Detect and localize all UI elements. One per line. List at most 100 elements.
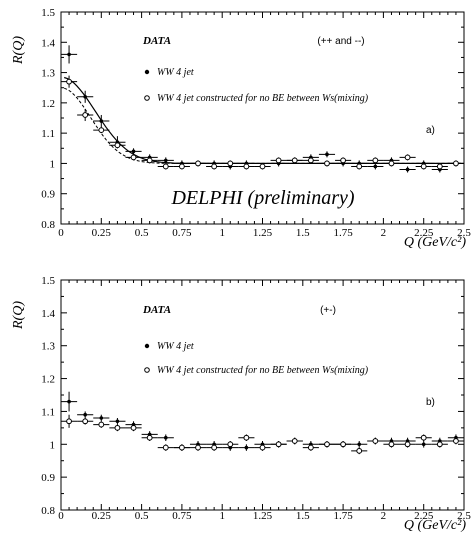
data-point-filled — [163, 158, 168, 163]
data-point-open — [259, 163, 266, 170]
data-point-open — [420, 434, 427, 441]
data-point-open — [324, 441, 330, 448]
legend-series-2: WW 4 jet constructed for no BE between W… — [157, 93, 369, 104]
data-point-open — [114, 424, 121, 431]
data-point-open — [404, 441, 411, 448]
data-point-filled — [99, 416, 104, 420]
data-point-open — [388, 160, 395, 167]
data-point-open — [340, 157, 347, 164]
data-point-open — [404, 154, 411, 161]
data-point-filled — [115, 419, 120, 424]
y-tick-label: 1.1 — [41, 406, 55, 418]
x-tick-label: 0 — [58, 227, 64, 239]
data-point-open — [66, 78, 72, 85]
x-tick-label: 2 — [381, 227, 387, 239]
data-point-open — [179, 444, 185, 451]
y-tick-label: 1.5 — [41, 7, 55, 19]
data-point-open — [146, 434, 153, 441]
panel-tag: a) — [426, 125, 435, 136]
panel-b: R(Q) Q (GeV/c²) DATA (+-) WW 4 jet WW 4 … — [11, 275, 471, 533]
data-point-filled — [357, 442, 362, 447]
x-axis-label: Q (GeV/c²) — [404, 518, 466, 533]
data-point-open — [162, 444, 169, 451]
data-point-filled — [131, 149, 136, 154]
x-tick-label: 0.75 — [172, 510, 192, 522]
data-point-open — [146, 157, 153, 164]
watermark: DELPHI (preliminary) — [170, 187, 354, 209]
y-tick-label: 1.4 — [41, 308, 55, 320]
plot-frame — [60, 279, 465, 511]
data-point-open — [420, 163, 427, 170]
y-axis-label: R(Q) — [11, 301, 26, 330]
y-tick-label: 1.4 — [41, 37, 55, 49]
x-tick-label: 2.5 — [457, 227, 471, 239]
x-tick-label: 0.25 — [92, 510, 112, 522]
data-point-open — [307, 157, 314, 164]
y-tick-label: 1 — [50, 439, 56, 451]
x-tick-label: 0.25 — [92, 227, 112, 239]
data-point-filled — [83, 412, 87, 417]
legend-marker-filled — [144, 343, 150, 349]
panel-a: R(Q) Q (GeV/c²) DATA (++ and --) WW 4 je… — [11, 7, 471, 250]
data-point-open — [227, 441, 234, 448]
x-tick-label: 0 — [58, 510, 64, 522]
fit-curve-dashed — [64, 87, 461, 164]
data-point-filled — [67, 52, 71, 57]
x-tick-label: 1.75 — [333, 510, 353, 522]
y-tick-label: 1 — [50, 158, 56, 170]
data-point-open — [436, 441, 443, 448]
data-point-open — [243, 163, 250, 170]
data-point-open — [211, 163, 218, 170]
x-tick-label: 2 — [381, 510, 387, 522]
data-point-filled — [67, 399, 71, 404]
panel-tag: b) — [426, 397, 435, 408]
charge-label: (++ and --) — [317, 36, 364, 47]
y-tick-label: 0.8 — [41, 219, 55, 231]
y-tick-label: 1.3 — [41, 68, 55, 80]
y-tick-label: 1.5 — [41, 275, 55, 287]
data-point-filled — [163, 435, 168, 440]
data-point-open — [179, 163, 185, 170]
data-point-open — [195, 160, 201, 167]
data-point-open — [227, 160, 234, 167]
x-tick-label: 1 — [219, 227, 225, 239]
y-tick-label: 1.2 — [41, 374, 55, 386]
data-point-filled — [421, 442, 426, 447]
data-point-open — [453, 160, 459, 167]
data-point-open — [307, 444, 314, 451]
data-point-filled — [405, 167, 410, 172]
data-point-open — [259, 444, 266, 451]
x-axis-label: Q (GeV/c²) — [404, 235, 466, 250]
data-point-filled — [244, 445, 249, 450]
y-tick-label: 0.8 — [41, 505, 55, 517]
x-tick-label: 2.25 — [414, 510, 434, 522]
x-tick-label: 1.5 — [296, 510, 310, 522]
data-point-open — [453, 438, 459, 444]
x-tick-label: 1.5 — [296, 227, 310, 239]
data-point-open — [66, 418, 72, 425]
fit-curve-solid — [64, 76, 461, 164]
data-point-filled — [99, 119, 104, 123]
y-tick-label: 1.3 — [41, 341, 55, 353]
data-point-open — [211, 444, 218, 451]
legend-series-2: WW 4 jet constructed for no BE between W… — [157, 365, 369, 376]
data-point-open — [291, 438, 298, 444]
x-tick-label: 2.5 — [457, 510, 471, 522]
legend-marker-open — [144, 95, 150, 101]
data-point-open — [356, 163, 363, 170]
data-point-filled — [325, 152, 329, 157]
data-point-open — [98, 421, 105, 428]
data-point-open — [436, 163, 443, 170]
data-point-open — [195, 444, 201, 451]
legend-marker-filled — [144, 69, 150, 75]
data-point-open — [340, 441, 347, 448]
x-tick-label: 0.5 — [135, 510, 149, 522]
data-label: DATA — [142, 35, 171, 47]
y-tick-label: 1.2 — [41, 98, 55, 110]
data-point-open — [98, 127, 105, 134]
x-tick-label: 0.75 — [172, 227, 192, 239]
data-label: DATA — [142, 304, 171, 316]
y-tick-label: 0.9 — [41, 189, 55, 201]
x-tick-label: 2.25 — [414, 227, 434, 239]
